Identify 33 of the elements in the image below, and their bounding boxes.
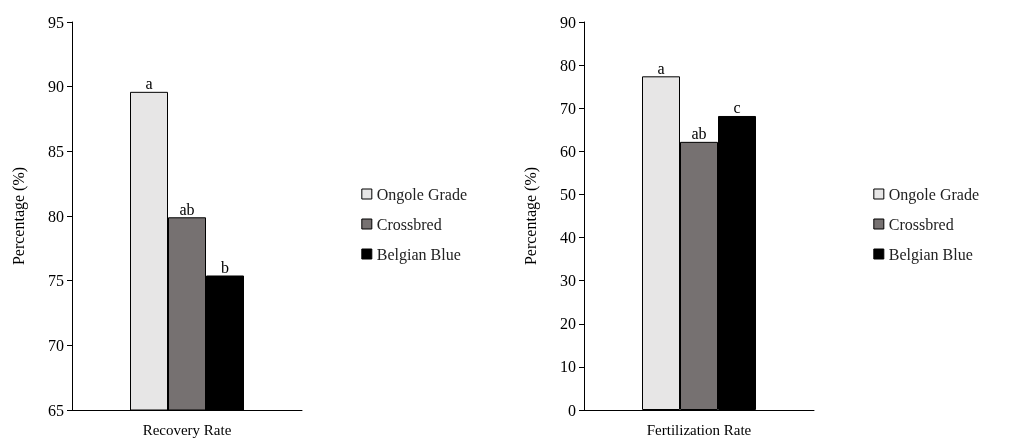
data-label: ab	[179, 200, 195, 218]
y-tick-label: 65	[48, 401, 64, 419]
y-tick-label: 50	[560, 185, 576, 203]
x-tick-label: Fertilization Rate	[646, 421, 752, 438]
x-tick-label: Recovery Rate	[142, 421, 232, 438]
legend-label: Crossbred	[888, 215, 954, 233]
y-tick-label: 90	[48, 78, 64, 96]
y-tick-label: 80	[560, 56, 576, 74]
data-label: b	[221, 258, 229, 276]
y-tick-label: 0	[568, 401, 576, 419]
data-label: a	[657, 59, 665, 77]
y-tick-label: 90	[560, 13, 576, 31]
legend-label: Belgian Blue	[888, 245, 973, 264]
y-tick-label: 30	[560, 272, 576, 290]
data-label: c	[733, 99, 741, 117]
y-tick-label: 20	[560, 315, 576, 333]
y-axis-title: Percentage (%)	[521, 166, 540, 266]
legend-label: Ongole Grade	[888, 185, 979, 204]
data-label: ab	[691, 125, 707, 143]
y-tick-label: 80	[48, 207, 64, 225]
legend-label: Crossbred	[376, 215, 442, 233]
y-tick-label: 85	[48, 142, 64, 160]
data-label: a	[145, 75, 153, 93]
y-tick-label: 10	[560, 358, 576, 376]
y-tick-label: 40	[560, 229, 576, 247]
y-tick-label: 75	[48, 272, 64, 290]
y-tick-label: 60	[560, 142, 576, 160]
legend-label: Belgian Blue	[376, 245, 461, 264]
y-tick-label: 70	[560, 99, 576, 117]
y-axis-title: Percentage (%)	[9, 166, 28, 266]
legend-label: Ongole Grade	[376, 185, 467, 204]
y-tick-label: 70	[48, 336, 64, 354]
y-tick-label: 95	[48, 13, 64, 31]
